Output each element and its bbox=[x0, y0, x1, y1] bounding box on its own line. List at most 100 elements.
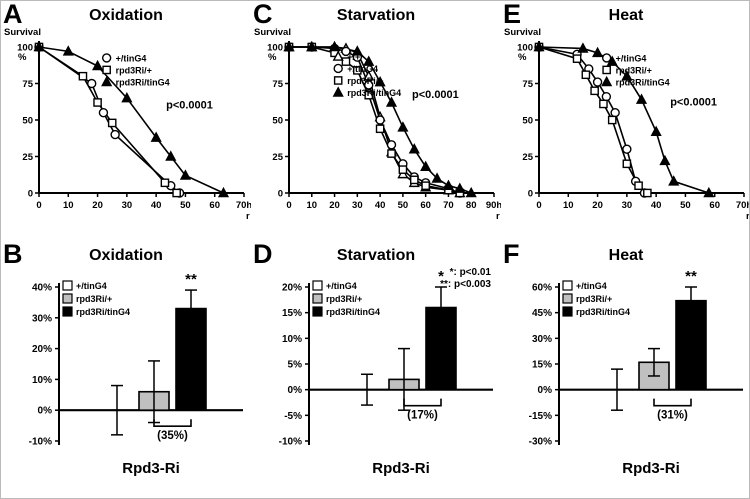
marker-triangle bbox=[408, 143, 420, 154]
marker-triangle bbox=[397, 121, 409, 132]
marker-circle bbox=[375, 115, 385, 125]
curve-rpd3Ri/tinG4 bbox=[538, 46, 710, 194]
bracket-label: (31%) bbox=[657, 410, 688, 422]
svg-text:25: 25 bbox=[272, 152, 283, 163]
svg-text:-15%: -15% bbox=[529, 411, 552, 422]
marker-triangle bbox=[121, 92, 133, 103]
p-value-label: p<0.0001 bbox=[412, 89, 459, 101]
marker-square bbox=[581, 70, 591, 80]
marker-square bbox=[643, 188, 652, 198]
marker-square bbox=[341, 57, 351, 66]
marker-triangle bbox=[374, 75, 386, 87]
svg-text:30: 30 bbox=[622, 200, 633, 211]
svg-text:10%: 10% bbox=[282, 334, 302, 345]
bracket-label: (17%) bbox=[407, 410, 438, 422]
marker-square bbox=[353, 66, 362, 75]
marker-square bbox=[375, 124, 385, 134]
marker-circle bbox=[386, 140, 397, 150]
panel-e-heat-survival: E Heat 0 25 50 75 100 Survival% 0 10 20 30 40 50 60 7… bbox=[501, 1, 750, 241]
svg-text:%: % bbox=[518, 52, 527, 63]
svg-text:-10%: -10% bbox=[279, 437, 302, 448]
svg-text:-30%: -30% bbox=[529, 437, 552, 448]
panel-letter-d: D bbox=[253, 239, 273, 269]
marker-triangle bbox=[217, 186, 230, 198]
svg-text:rpd3Ri/tinG4: rpd3Ri/tinG4 bbox=[576, 307, 630, 317]
panel-title-starvation-bars: Starvation bbox=[336, 247, 416, 264]
panel-a-oxidation-survival: A Oxidation 0 25 50 75 100 Survival% 0 10 20 30 40… bbox=[1, 1, 251, 241]
marker-square bbox=[333, 76, 343, 85]
legend: +/tinG4 rpd3Ri/+ rpd3Ri/tinG4 bbox=[562, 280, 630, 317]
marker-square bbox=[572, 54, 582, 63]
svg-text:0%: 0% bbox=[38, 406, 53, 417]
svg-text:100: 100 bbox=[517, 43, 533, 54]
svg-text:+/tinG4: +/tinG4 bbox=[326, 281, 357, 291]
panel-letter-f: F bbox=[503, 239, 520, 269]
svg-text:50: 50 bbox=[180, 200, 191, 211]
svg-text:70h: 70h bbox=[736, 200, 750, 211]
marker-triangle bbox=[306, 40, 318, 52]
marker-square bbox=[634, 181, 643, 191]
marker-triangle bbox=[328, 40, 341, 52]
x-axis-label: Rpd3-Ri bbox=[122, 460, 180, 477]
svg-text:50: 50 bbox=[398, 200, 409, 211]
svg-text:40%: 40% bbox=[32, 283, 52, 294]
svg-text:100: 100 bbox=[17, 43, 33, 54]
svg-text:70: 70 bbox=[443, 200, 454, 211]
marker-circle bbox=[341, 46, 351, 57]
plot-area: -10% -5% 0% 5% 10% 15% 20% * (17%) Rpd3-Ri bbox=[279, 268, 493, 477]
marker-circle bbox=[98, 107, 109, 118]
legend: +/tinG4 rpd3Ri/+ rpd3Ri/tinG4 bbox=[601, 53, 670, 87]
p-value-label: p<0.0001 bbox=[670, 96, 717, 108]
svg-text:45%: 45% bbox=[532, 308, 552, 319]
svg-text:rpd3Ri/+: rpd3Ri/+ bbox=[76, 294, 112, 304]
svg-text:rpd3Ri/tinG4: rpd3Ri/tinG4 bbox=[616, 77, 670, 87]
svg-text:30%: 30% bbox=[532, 334, 552, 345]
svg-text:0: 0 bbox=[528, 189, 533, 200]
svg-text:rpd3Ri/tinG4: rpd3Ri/tinG4 bbox=[347, 88, 401, 98]
marker-triangle bbox=[431, 172, 443, 183]
marker-triangle bbox=[363, 55, 375, 66]
svg-text:%: % bbox=[268, 52, 277, 63]
marker-triangle bbox=[385, 96, 398, 107]
marker-square bbox=[107, 118, 117, 128]
svg-text:Survival: Survival bbox=[254, 27, 291, 38]
panel-letter-a: A bbox=[3, 0, 23, 29]
marker-triangle bbox=[62, 45, 74, 56]
significance-stars: ** bbox=[185, 271, 197, 288]
marker-triangle bbox=[668, 175, 680, 186]
svg-text:+/+: +/+ bbox=[347, 52, 360, 62]
marker-triangle bbox=[332, 86, 344, 97]
marker-square bbox=[590, 86, 599, 96]
panel-title-oxidation-bars: Oxidation bbox=[89, 247, 163, 264]
bar-chart-heat: -30% -15% 0% 15% 30% 45% 60% ** (31%) Rpd3-Ri +/ti… bbox=[529, 268, 743, 477]
panel-letter-b: B bbox=[3, 239, 23, 269]
svg-text:25: 25 bbox=[22, 152, 33, 163]
svg-text:60: 60 bbox=[420, 200, 431, 211]
svg-text:30: 30 bbox=[352, 200, 363, 211]
svg-text:+/tinG4: +/tinG4 bbox=[576, 281, 607, 291]
marker-triangle bbox=[635, 93, 648, 104]
marker-square bbox=[398, 165, 408, 174]
marker-triangle bbox=[101, 75, 113, 87]
marker-square bbox=[607, 115, 617, 125]
marker-triangle bbox=[150, 131, 162, 142]
svg-text:70h: 70h bbox=[236, 200, 251, 211]
svg-text:100: 100 bbox=[267, 43, 283, 54]
svg-text:r: r bbox=[246, 211, 250, 222]
marker-triangle bbox=[363, 70, 375, 81]
svg-text:15%: 15% bbox=[282, 308, 302, 319]
marker-circle bbox=[333, 63, 343, 74]
svg-text:20%: 20% bbox=[282, 283, 302, 294]
marker-triangle bbox=[351, 45, 363, 56]
marker-circle bbox=[622, 144, 632, 154]
svg-text:0: 0 bbox=[36, 200, 41, 211]
marker-triangle bbox=[650, 125, 662, 136]
marker-triangle bbox=[703, 186, 715, 198]
marker-square bbox=[102, 65, 111, 75]
p-value-note: *: p<0.01 bbox=[450, 267, 492, 278]
marker-square bbox=[409, 175, 419, 185]
p-value-note: **: p<0.003 bbox=[440, 279, 491, 290]
